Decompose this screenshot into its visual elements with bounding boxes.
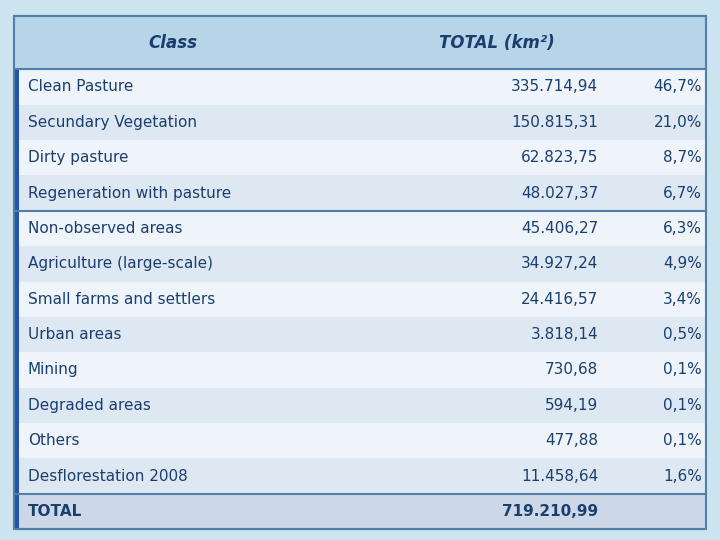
Bar [14,352,706,388]
Text: 34.927,24: 34.927,24 [521,256,598,272]
Text: TOTAL: TOTAL [28,504,82,519]
Text: Agriculture (large-scale): Agriculture (large-scale) [28,256,213,272]
Text: Dirty pasture: Dirty pasture [28,150,128,165]
Text: Mining: Mining [28,362,78,377]
Bar [14,211,706,246]
Text: 730,68: 730,68 [545,362,598,377]
Text: Urban areas: Urban areas [28,327,122,342]
Text: 48.027,37: 48.027,37 [521,186,598,200]
Text: TOTAL (km²): TOTAL (km²) [438,33,554,52]
Text: 46,7%: 46,7% [654,79,702,94]
Text: 150.815,31: 150.815,31 [511,115,598,130]
Bar [14,140,19,176]
Bar [14,317,19,352]
Text: 594,19: 594,19 [545,398,598,413]
Bar [14,211,19,246]
Text: Clean Pasture: Clean Pasture [28,79,133,94]
Text: 3.818,14: 3.818,14 [531,327,598,342]
Bar [14,458,19,494]
Text: 6,3%: 6,3% [663,221,702,236]
Text: Non-observed areas: Non-observed areas [28,221,182,236]
Text: 6,7%: 6,7% [663,186,702,200]
Bar [14,423,706,458]
Text: 45.406,27: 45.406,27 [521,221,598,236]
Bar [14,494,19,529]
Text: Small farms and settlers: Small farms and settlers [28,292,215,307]
Text: 335.714,94: 335.714,94 [511,79,598,94]
Bar [14,246,706,281]
Text: 0,5%: 0,5% [663,327,702,342]
Bar [14,494,706,529]
Bar [14,105,706,140]
Text: 0,1%: 0,1% [663,362,702,377]
Text: Degraded areas: Degraded areas [28,398,150,413]
Bar [14,423,19,458]
Bar [14,317,706,352]
Bar [14,140,706,176]
Bar [14,105,19,140]
Text: 62.823,75: 62.823,75 [521,150,598,165]
Text: 0,1%: 0,1% [663,398,702,413]
Text: 4,9%: 4,9% [663,256,702,272]
Bar [14,16,706,69]
Text: Secundary Vegetation: Secundary Vegetation [28,115,197,130]
Text: 3,4%: 3,4% [663,292,702,307]
Text: 24.416,57: 24.416,57 [521,292,598,307]
Text: Desflorestation 2008: Desflorestation 2008 [28,469,188,484]
Text: Others: Others [28,433,79,448]
Bar [14,176,706,211]
Bar [14,246,19,281]
Bar [14,352,19,388]
Text: 719.210,99: 719.210,99 [502,504,598,519]
Bar [14,176,19,211]
Bar [14,69,706,105]
Text: 477,88: 477,88 [545,433,598,448]
Text: Regeneration with pasture: Regeneration with pasture [28,186,231,200]
Bar [14,281,19,317]
Text: 8,7%: 8,7% [663,150,702,165]
Bar [14,388,19,423]
Text: 0,1%: 0,1% [663,433,702,448]
Bar [14,458,706,494]
Bar [14,69,19,105]
Text: Class: Class [148,33,197,52]
Bar [14,281,706,317]
Text: 21,0%: 21,0% [654,115,702,130]
Text: 1,6%: 1,6% [663,469,702,484]
Bar [14,388,706,423]
Text: 11.458,64: 11.458,64 [521,469,598,484]
